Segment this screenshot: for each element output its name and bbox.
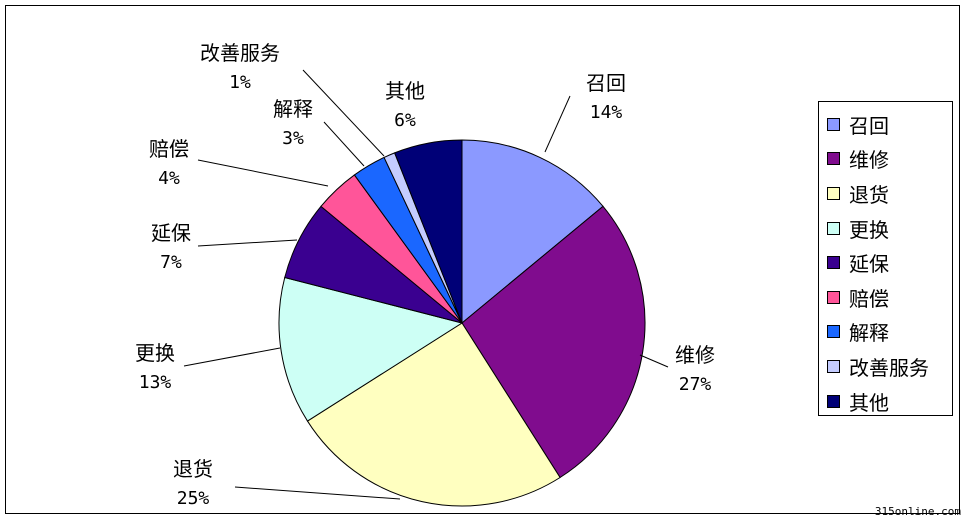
leader-line-2 bbox=[639, 354, 669, 368]
slice-percent-8: 1% bbox=[229, 72, 251, 93]
leader-line-7 bbox=[323, 121, 365, 167]
slice-label-6: 赔偿 bbox=[149, 137, 189, 161]
slice-label-4: 更换 bbox=[135, 341, 175, 365]
slice-label-8: 改善服务 bbox=[200, 41, 280, 65]
legend: 召回维修退货更换延保赔偿解释改善服务其他 bbox=[818, 101, 953, 416]
slice-percent-3: 25% bbox=[177, 488, 210, 509]
legend-swatch bbox=[827, 221, 840, 235]
leader-line-3 bbox=[234, 486, 401, 500]
legend-label: 延保 bbox=[849, 252, 889, 277]
pie-slice-9 bbox=[393, 139, 463, 324]
legend-label: 其他 bbox=[849, 390, 889, 415]
legend-item-7: 解释 bbox=[819, 315, 952, 350]
legend-label: 维修 bbox=[849, 148, 889, 173]
slice-percent-4: 13% bbox=[139, 372, 172, 393]
legend-swatch bbox=[827, 152, 840, 166]
slice-label-2: 维修 bbox=[675, 343, 715, 367]
pie-slice-4 bbox=[278, 276, 464, 422]
legend-swatch bbox=[827, 325, 840, 339]
slice-percent-5: 7% bbox=[160, 252, 182, 273]
legend-label: 改善服务 bbox=[849, 355, 929, 380]
legend-item-5: 延保 bbox=[819, 245, 952, 280]
legend-item-1: 召回 bbox=[819, 107, 952, 142]
legend-label: 更换 bbox=[849, 217, 889, 242]
legend-item-6: 赔偿 bbox=[819, 280, 952, 315]
legend-swatch bbox=[827, 186, 840, 200]
legend-label: 退货 bbox=[849, 182, 889, 207]
legend-swatch bbox=[827, 359, 840, 373]
leader-line-5 bbox=[197, 239, 298, 247]
legend-item-2: 维修 bbox=[819, 142, 952, 177]
slice-percent-1: 14% bbox=[590, 102, 623, 123]
legend-item-8: 改善服务 bbox=[819, 349, 952, 384]
legend-item-9: 其他 bbox=[819, 384, 952, 419]
legend-label: 解释 bbox=[849, 321, 889, 346]
slice-label-9: 其他 bbox=[385, 79, 425, 103]
watermark: 315online.com bbox=[874, 505, 961, 518]
slice-label-5: 延保 bbox=[151, 221, 191, 245]
slice-label-7: 解释 bbox=[273, 97, 313, 121]
leader-line-6 bbox=[197, 159, 329, 187]
legend-swatch bbox=[827, 394, 840, 408]
leader-line-8 bbox=[302, 69, 385, 157]
slice-percent-2: 27% bbox=[679, 374, 712, 395]
legend-label: 赔偿 bbox=[849, 286, 889, 311]
pie-slice-3 bbox=[306, 322, 561, 507]
legend-item-4: 更换 bbox=[819, 211, 952, 246]
pie-slice-1 bbox=[461, 139, 604, 325]
legend-swatch bbox=[827, 256, 840, 270]
slice-label-3: 退货 bbox=[173, 457, 213, 481]
leader-line-4 bbox=[183, 347, 281, 367]
legend-swatch bbox=[827, 117, 840, 131]
legend-label: 召回 bbox=[849, 113, 889, 138]
slice-percent-7: 3% bbox=[282, 128, 304, 149]
slice-percent-9: 6% bbox=[394, 110, 416, 131]
legend-swatch bbox=[827, 290, 840, 304]
pie-slice-2 bbox=[461, 205, 646, 479]
slice-percent-6: 4% bbox=[158, 168, 180, 189]
slice-label-1: 召回 bbox=[586, 71, 626, 95]
legend-item-3: 退货 bbox=[819, 176, 952, 211]
leader-line-1 bbox=[544, 95, 571, 153]
